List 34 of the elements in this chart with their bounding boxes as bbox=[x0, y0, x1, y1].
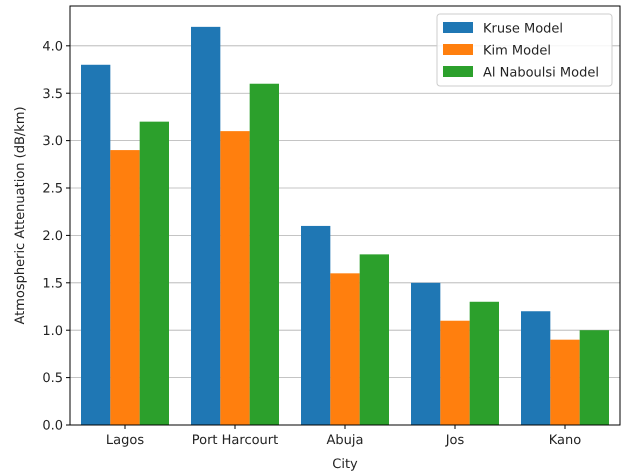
x-tick-label: Kano bbox=[548, 433, 582, 448]
x-tick-label: Lagos bbox=[106, 433, 144, 448]
bar bbox=[330, 273, 360, 425]
bar bbox=[301, 226, 330, 425]
y-tick-label: 2.5 bbox=[42, 182, 63, 197]
y-tick-label: 1.0 bbox=[42, 324, 63, 339]
bar bbox=[360, 254, 389, 425]
bar bbox=[550, 340, 580, 425]
bar bbox=[220, 131, 250, 425]
x-tick-label: Port Harcourt bbox=[192, 433, 278, 448]
y-tick-label: 3.0 bbox=[42, 134, 63, 150]
bar bbox=[110, 150, 140, 425]
bar bbox=[250, 84, 279, 425]
x-tick-label: Jos bbox=[444, 433, 465, 448]
bar bbox=[440, 320, 470, 425]
legend-label: Kruse Model bbox=[483, 22, 564, 37]
bar bbox=[411, 282, 440, 425]
y-tick-label: 2.0 bbox=[42, 228, 63, 244]
bar bbox=[580, 330, 609, 425]
bar bbox=[81, 64, 110, 425]
y-tick-label: 1.5 bbox=[42, 276, 63, 292]
bar bbox=[521, 311, 550, 425]
y-tick-label: 4.0 bbox=[42, 39, 63, 54]
bar bbox=[191, 26, 220, 425]
y-tick-label: 0.0 bbox=[42, 418, 63, 434]
x-tick-label: Abuja bbox=[326, 433, 364, 448]
bar bbox=[470, 302, 499, 425]
bar bbox=[140, 122, 169, 425]
y-axis-title: Atmospheric Attenuation (dB/km) bbox=[13, 106, 28, 325]
y-tick-label: 0.5 bbox=[42, 371, 63, 386]
legend-label: Kim Model bbox=[483, 44, 551, 59]
legend-label: Al Naboulsi Model bbox=[483, 66, 599, 81]
y-tick-label: 3.5 bbox=[42, 86, 63, 102]
x-axis-title: City bbox=[332, 457, 358, 472]
